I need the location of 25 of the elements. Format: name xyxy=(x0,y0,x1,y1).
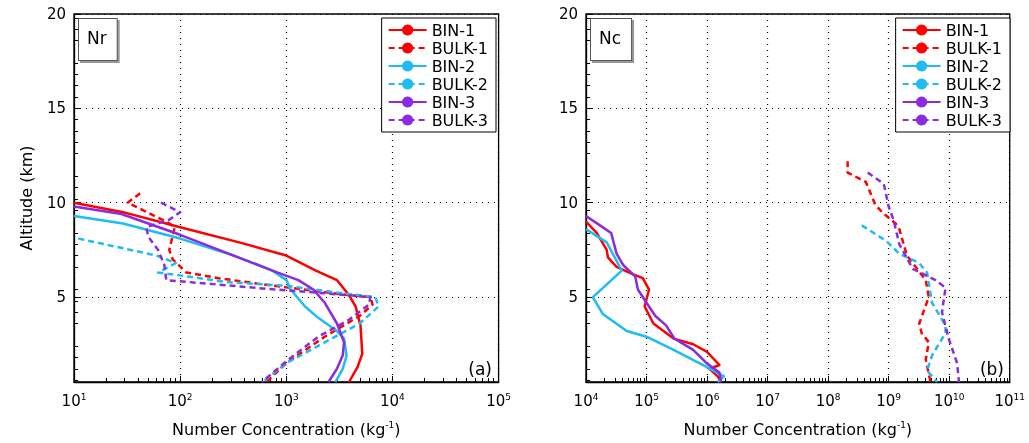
annotation: (a) xyxy=(468,358,493,379)
legend-label: BULK-1 xyxy=(945,38,1003,58)
y-tick-label: 10 xyxy=(558,193,578,212)
legend-label: BULK-3 xyxy=(431,110,489,130)
legend-label: BIN-1 xyxy=(431,20,476,40)
legend-label: BULK-1 xyxy=(431,38,489,58)
annotation: Nr xyxy=(87,27,107,48)
y-tick-label: 5 xyxy=(56,288,66,307)
legend-label: BIN-3 xyxy=(945,92,990,112)
y-axis-title: Altitude (km) xyxy=(16,145,36,251)
y-tick-label: 5 xyxy=(568,288,578,307)
legend-label: BIN-2 xyxy=(431,56,476,76)
y-tick-label: 20 xyxy=(46,5,66,23)
legend-label: BIN-3 xyxy=(431,92,476,112)
legend-label: BIN-1 xyxy=(945,20,990,40)
annotation: (b) xyxy=(979,358,1005,379)
legend-label: BULK-2 xyxy=(431,74,489,94)
y-tick-label: 15 xyxy=(46,99,66,118)
y-tick-label: 10 xyxy=(46,193,66,212)
annotation: Nc xyxy=(599,27,622,48)
legend-label: BIN-2 xyxy=(945,56,990,76)
y-tick-label: 20 xyxy=(558,5,578,23)
y-tick-label: 15 xyxy=(558,99,578,118)
legend-label: BULK-2 xyxy=(945,74,1003,94)
legend-label: BULK-3 xyxy=(945,110,1003,130)
